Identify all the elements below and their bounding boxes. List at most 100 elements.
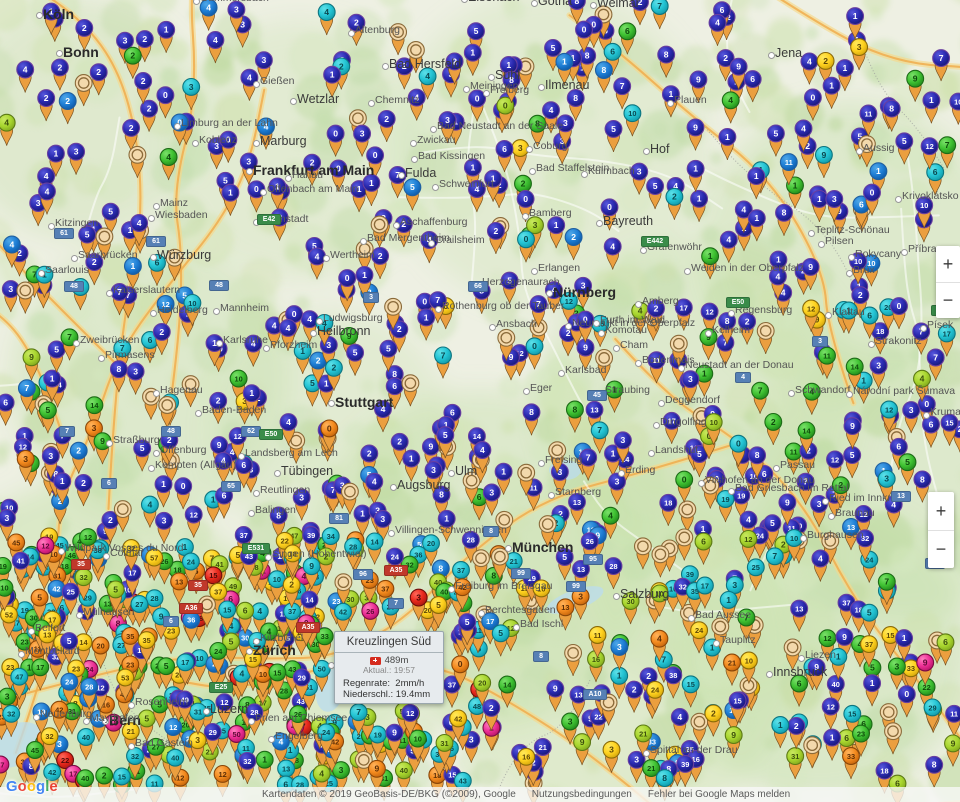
- svg-text:31: 31: [791, 752, 799, 761]
- svg-text:1: 1: [697, 194, 702, 204]
- svg-text:13: 13: [282, 764, 290, 773]
- svg-text:10: 10: [273, 575, 281, 584]
- svg-text:3: 3: [469, 735, 474, 745]
- svg-text:7: 7: [586, 452, 591, 462]
- svg-text:9: 9: [580, 737, 585, 747]
- svg-text:48: 48: [473, 702, 481, 711]
- svg-text:12: 12: [161, 300, 169, 309]
- svg-text:2: 2: [566, 328, 571, 338]
- svg-text:6: 6: [450, 408, 455, 418]
- svg-text:0: 0: [583, 315, 588, 325]
- svg-text:4: 4: [372, 477, 377, 487]
- svg-text:4: 4: [240, 669, 245, 679]
- svg-text:9: 9: [392, 728, 397, 738]
- svg-text:49: 49: [229, 582, 237, 591]
- svg-text:12: 12: [84, 533, 92, 542]
- svg-text:1: 1: [362, 270, 367, 280]
- svg-text:24: 24: [187, 557, 196, 566]
- svg-text:24: 24: [214, 647, 223, 656]
- svg-text:8: 8: [782, 208, 787, 218]
- svg-text:28: 28: [150, 594, 158, 603]
- svg-text:1: 1: [424, 312, 429, 322]
- svg-text:2: 2: [332, 363, 337, 373]
- svg-text:3: 3: [339, 765, 344, 775]
- svg-text:1: 1: [330, 70, 335, 80]
- svg-text:1: 1: [793, 180, 798, 190]
- svg-text:53: 53: [121, 673, 129, 682]
- svg-text:3: 3: [360, 129, 365, 139]
- svg-text:42: 42: [48, 768, 56, 777]
- svg-text:21: 21: [647, 764, 655, 773]
- svg-text:4: 4: [427, 235, 432, 245]
- svg-text:0: 0: [336, 163, 341, 173]
- svg-text:11: 11: [594, 631, 602, 640]
- svg-text:37: 37: [457, 566, 465, 575]
- svg-text:5: 5: [113, 584, 118, 594]
- svg-text:10: 10: [920, 201, 928, 210]
- svg-text:24: 24: [651, 686, 660, 695]
- svg-text:3: 3: [195, 735, 200, 745]
- svg-text:11: 11: [785, 158, 793, 167]
- svg-text:6: 6: [243, 606, 248, 616]
- svg-text:42: 42: [55, 706, 63, 715]
- svg-text:2: 2: [141, 76, 146, 86]
- svg-text:7: 7: [933, 352, 938, 362]
- svg-text:5: 5: [164, 661, 169, 671]
- svg-text:32: 32: [45, 732, 53, 741]
- svg-text:20: 20: [427, 539, 435, 548]
- svg-text:5: 5: [108, 207, 113, 217]
- svg-text:0: 0: [682, 475, 687, 485]
- svg-text:2: 2: [129, 123, 134, 133]
- svg-text:5: 5: [850, 450, 855, 460]
- svg-text:7: 7: [803, 477, 808, 487]
- svg-text:4: 4: [206, 2, 211, 12]
- svg-text:5: 5: [236, 550, 241, 560]
- svg-text:2: 2: [289, 580, 294, 590]
- svg-text:7: 7: [744, 612, 749, 622]
- svg-text:2: 2: [397, 324, 402, 334]
- svg-text:2: 2: [96, 67, 101, 77]
- svg-text:12: 12: [807, 304, 815, 313]
- svg-text:10: 10: [867, 259, 875, 268]
- svg-text:21: 21: [510, 557, 518, 566]
- svg-text:29: 29: [209, 728, 217, 737]
- svg-text:3: 3: [857, 42, 862, 52]
- svg-text:5: 5: [774, 128, 779, 138]
- svg-text:3: 3: [8, 284, 13, 294]
- svg-text:9: 9: [951, 738, 956, 748]
- svg-text:3: 3: [214, 141, 219, 151]
- svg-text:7: 7: [939, 53, 944, 63]
- svg-text:14: 14: [370, 537, 379, 546]
- svg-text:1: 1: [54, 149, 59, 159]
- svg-text:3: 3: [832, 194, 837, 204]
- svg-text:29: 29: [298, 673, 306, 682]
- svg-text:0: 0: [811, 92, 816, 102]
- svg-text:8: 8: [573, 404, 578, 414]
- svg-text:3: 3: [895, 661, 900, 671]
- svg-text:8: 8: [662, 773, 667, 783]
- svg-text:52: 52: [5, 610, 13, 619]
- svg-text:6: 6: [625, 26, 630, 36]
- svg-text:0: 0: [181, 481, 186, 491]
- svg-text:0: 0: [870, 188, 875, 198]
- svg-text:6: 6: [762, 469, 767, 479]
- svg-text:3: 3: [431, 465, 436, 475]
- svg-text:10: 10: [414, 735, 422, 744]
- svg-text:8: 8: [664, 50, 669, 60]
- svg-text:14: 14: [851, 363, 860, 372]
- svg-text:33: 33: [847, 752, 855, 761]
- svg-text:15: 15: [249, 655, 257, 664]
- svg-text:5: 5: [386, 344, 391, 354]
- svg-text:15: 15: [848, 710, 856, 719]
- svg-text:10: 10: [790, 534, 798, 543]
- svg-text:8: 8: [529, 407, 534, 417]
- svg-text:4: 4: [213, 35, 218, 45]
- svg-text:25: 25: [752, 563, 760, 572]
- svg-text:2: 2: [494, 226, 499, 236]
- svg-text:1: 1: [669, 89, 674, 99]
- svg-text:1: 1: [846, 305, 851, 315]
- svg-text:2: 2: [384, 114, 389, 124]
- svg-text:1: 1: [611, 448, 616, 458]
- svg-text:13: 13: [847, 523, 855, 532]
- svg-text:2: 2: [401, 219, 406, 229]
